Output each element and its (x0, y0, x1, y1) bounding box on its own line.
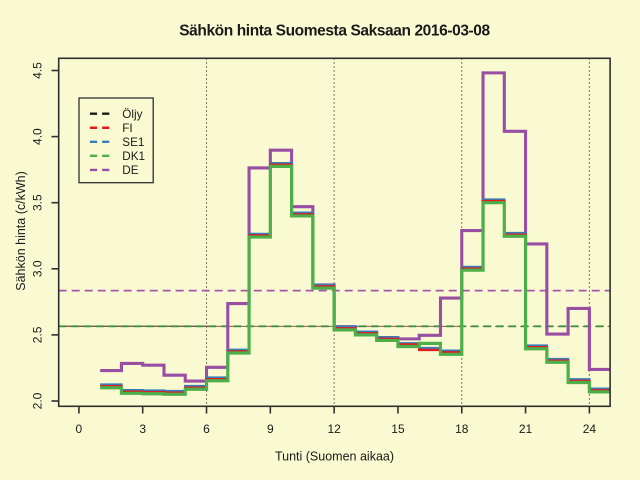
svg-text:DE: DE (122, 164, 138, 177)
svg-text:2.0: 2.0 (31, 392, 45, 409)
svg-text:FI: FI (122, 122, 132, 135)
svg-text:0: 0 (76, 422, 83, 436)
svg-text:SE1: SE1 (122, 136, 144, 149)
svg-text:Öljy: Öljy (122, 108, 142, 121)
svg-text:12: 12 (327, 422, 341, 436)
svg-text:21: 21 (519, 422, 533, 436)
svg-text:15: 15 (391, 422, 405, 436)
svg-text:3: 3 (139, 422, 146, 436)
svg-text:4.0: 4.0 (31, 128, 45, 145)
svg-text:2.5: 2.5 (31, 326, 45, 343)
svg-text:Tunti (Suomen aikaa): Tunti (Suomen aikaa) (275, 449, 394, 463)
svg-text:4.5: 4.5 (31, 62, 45, 79)
svg-text:DK1: DK1 (122, 150, 145, 163)
svg-text:Sähkön hinta (c/kWh): Sähkön hinta (c/kWh) (14, 171, 28, 291)
svg-text:24: 24 (583, 422, 597, 436)
svg-text:18: 18 (455, 422, 469, 436)
svg-text:3.0: 3.0 (31, 260, 45, 277)
svg-text:Sähkön hinta Suomesta Saksaan: Sähkön hinta Suomesta Saksaan 2016-03-08 (179, 23, 490, 40)
svg-text:6: 6 (203, 422, 210, 436)
svg-text:9: 9 (267, 422, 274, 436)
svg-text:3.5: 3.5 (31, 194, 45, 211)
